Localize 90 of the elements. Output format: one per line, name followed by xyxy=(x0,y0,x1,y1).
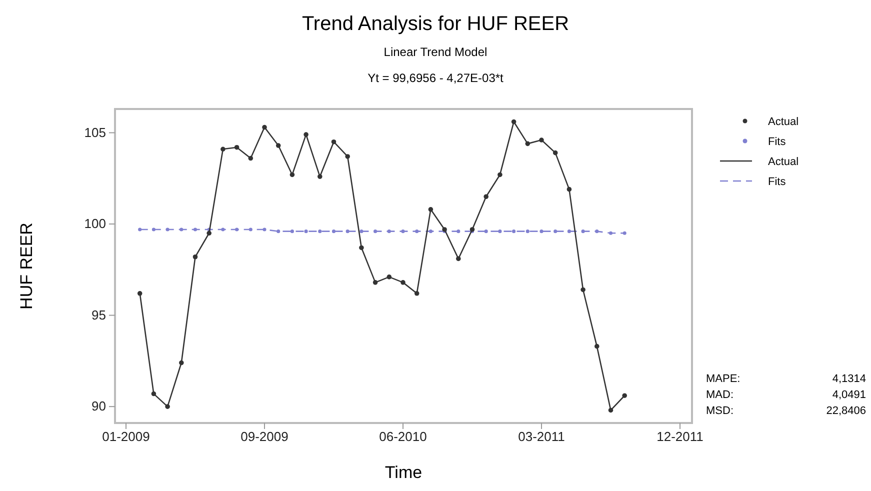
point xyxy=(137,290,142,296)
point xyxy=(386,274,392,280)
point xyxy=(262,228,266,232)
point xyxy=(262,124,267,130)
point xyxy=(552,150,558,156)
point xyxy=(235,228,239,232)
y-tick-label: 90 xyxy=(92,398,106,414)
point xyxy=(512,230,516,234)
point xyxy=(594,344,600,349)
point xyxy=(484,194,488,200)
point xyxy=(387,230,391,234)
point xyxy=(138,228,142,232)
text: MSD: 22,8406 xyxy=(706,405,866,417)
point xyxy=(359,245,364,250)
point xyxy=(580,287,586,292)
x-tick-label: 06-2010 xyxy=(379,429,427,444)
point xyxy=(511,119,516,124)
point xyxy=(595,230,599,234)
point xyxy=(567,230,571,234)
point xyxy=(581,230,585,234)
text: Yt = 99,6956 - 4,27E-03*t xyxy=(368,71,504,85)
point xyxy=(206,230,212,236)
point xyxy=(456,230,460,234)
point xyxy=(470,227,475,232)
point xyxy=(220,146,226,152)
chart-subtitle: Linear Trend Model xyxy=(384,45,488,59)
point xyxy=(276,143,281,148)
point xyxy=(192,254,198,260)
x-tick-label: 01-2009 xyxy=(102,429,150,444)
point xyxy=(304,132,308,137)
point xyxy=(152,228,156,232)
legend-label: Fits xyxy=(768,176,786,188)
point xyxy=(428,230,432,234)
point xyxy=(318,230,322,234)
point xyxy=(151,391,156,396)
text: Fits xyxy=(768,136,786,148)
y-tick-label: 95 xyxy=(92,307,106,322)
x-tick-label: 12-2011 xyxy=(656,429,704,444)
point xyxy=(166,228,170,232)
point xyxy=(525,141,530,146)
point xyxy=(331,139,336,144)
x-tick-label: 09-2009 xyxy=(240,429,288,444)
point xyxy=(165,404,170,409)
point xyxy=(456,256,461,262)
text: MAD: 4,0491 xyxy=(706,389,866,401)
point xyxy=(290,172,295,178)
point xyxy=(290,230,294,234)
point xyxy=(540,230,544,234)
point xyxy=(400,280,406,285)
point xyxy=(346,230,350,234)
point xyxy=(221,228,225,232)
point xyxy=(372,280,378,285)
point xyxy=(374,230,378,234)
x-axis-title: Time xyxy=(384,463,422,482)
point xyxy=(608,231,613,235)
point xyxy=(566,186,572,192)
point xyxy=(304,230,308,234)
text: Actual xyxy=(768,156,799,168)
point xyxy=(498,230,502,234)
point xyxy=(248,156,254,161)
point xyxy=(318,174,322,179)
point xyxy=(179,360,184,366)
x-tick-label: 03-2011 xyxy=(518,429,565,444)
point xyxy=(498,172,502,178)
point xyxy=(345,154,350,159)
point xyxy=(539,138,544,142)
point xyxy=(248,228,252,232)
point xyxy=(622,231,626,235)
y-tick-label: 105 xyxy=(84,124,106,140)
point xyxy=(234,144,240,150)
point xyxy=(428,207,434,212)
point xyxy=(608,408,614,413)
point xyxy=(193,228,198,232)
point xyxy=(360,230,364,234)
point xyxy=(526,230,530,234)
point xyxy=(401,230,405,234)
y-axis-title: HUF REER xyxy=(17,222,36,310)
point xyxy=(622,393,627,398)
point xyxy=(414,290,420,296)
text: MAPE: 4,1314 xyxy=(706,373,866,385)
y-tick-label: 100 xyxy=(84,216,106,232)
point xyxy=(554,230,558,234)
point xyxy=(332,230,336,234)
point xyxy=(276,230,280,234)
point xyxy=(180,228,184,232)
chart-title: Trend Analysis for HUF REER xyxy=(302,13,570,35)
point xyxy=(484,230,488,234)
legend-label: Actual xyxy=(768,116,799,128)
point xyxy=(442,227,447,232)
point xyxy=(415,230,419,234)
